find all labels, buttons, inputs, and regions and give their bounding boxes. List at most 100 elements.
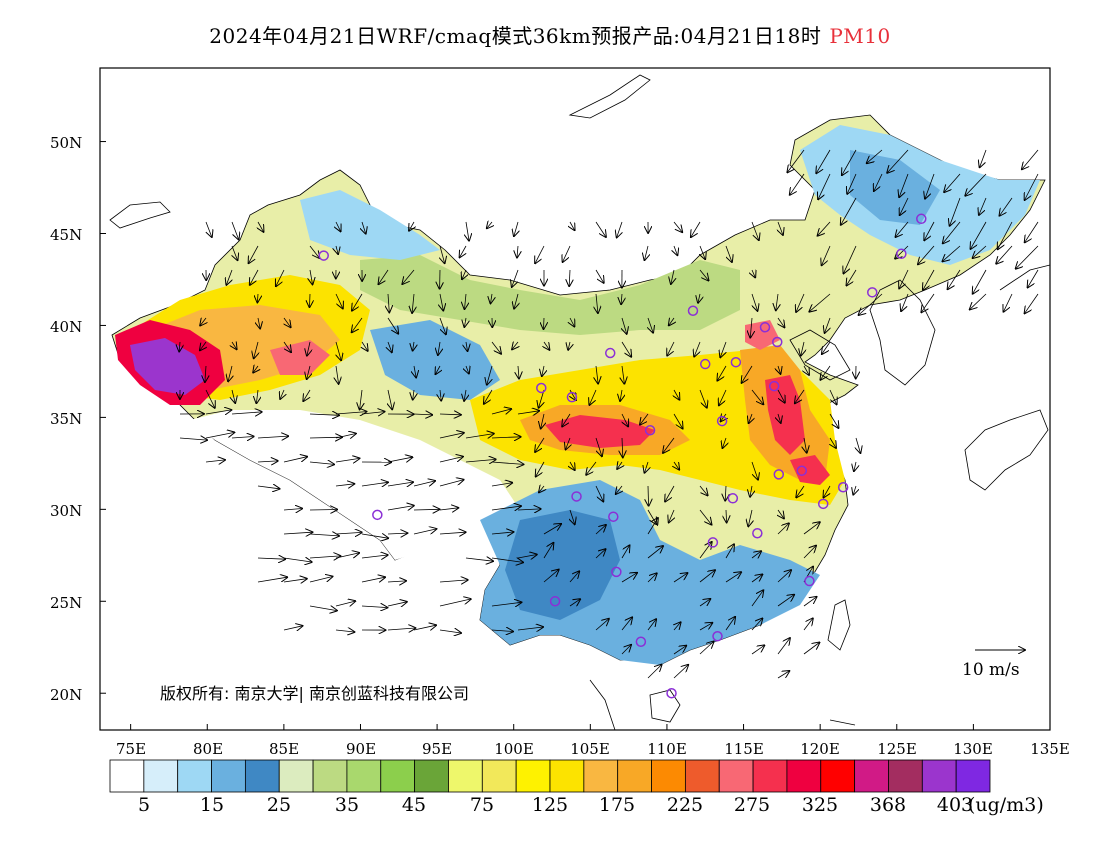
- wind-arrow: [517, 555, 537, 559]
- wind-arrow: [647, 665, 662, 679]
- wind-arrow: [645, 245, 649, 260]
- wind-arrow: [570, 389, 576, 400]
- wind-arrow: [751, 590, 763, 607]
- wind-arrow: [543, 524, 561, 535]
- wind-arrow: [491, 293, 493, 303]
- baikal-coast: [568, 74, 651, 119]
- wind-arrow: [491, 558, 523, 562]
- station-jinan: [768, 380, 780, 392]
- station-shenyang: [867, 287, 878, 298]
- wind-arrow: [874, 173, 883, 191]
- station-chengdu: [571, 491, 582, 502]
- wind-arrow: [621, 545, 630, 559]
- wind-arrow: [699, 485, 708, 495]
- wind-arrow: [387, 628, 415, 630]
- wind-arrow: [226, 269, 232, 285]
- wind-arrow: [336, 245, 338, 254]
- wind-arrow: [276, 269, 285, 286]
- colorbar-label: 35: [334, 794, 360, 816]
- wind-arrow: [200, 318, 206, 326]
- wind-arrow: [720, 341, 726, 357]
- wind-arrow: [645, 461, 649, 473]
- wind-arrow: [518, 365, 519, 379]
- wind-arrow: [748, 509, 752, 526]
- lon-label-125: 125E: [877, 740, 917, 758]
- wind-arrow: [570, 221, 575, 230]
- northeast-core: [850, 150, 940, 225]
- wind-arrow: [796, 485, 805, 497]
- wind-arrow: [205, 389, 215, 408]
- wind-arrow: [257, 577, 287, 583]
- station-xian: [644, 425, 656, 436]
- wind-arrow: [335, 434, 356, 439]
- lon-label-95: 95E: [421, 740, 453, 758]
- wind-arrow: [970, 293, 987, 309]
- wind-arrow: [257, 436, 288, 438]
- wind-arrow: [752, 270, 755, 277]
- wind-arrow: [352, 317, 363, 332]
- wind-arrow: [790, 173, 805, 195]
- wind-arrow: [1028, 269, 1039, 287]
- wind-arrow: [387, 482, 413, 486]
- wind-arrow: [980, 149, 987, 167]
- wind-arrow: [944, 173, 961, 192]
- wind-arrow: [621, 293, 622, 304]
- colorbar-swatch: [684, 759, 720, 793]
- wind-arrow: [352, 293, 363, 311]
- wind-arrow: [562, 413, 571, 426]
- wind-arrow: [514, 293, 518, 309]
- station-taiyuan: [699, 358, 711, 370]
- wind-arrow: [231, 437, 254, 439]
- wind-arrow: [751, 551, 761, 558]
- wind-arrow: [205, 432, 234, 439]
- wind-arrow: [829, 389, 837, 404]
- wind-arrow: [918, 245, 935, 264]
- wind-arrow: [673, 221, 682, 232]
- wind-arrow: [487, 365, 492, 385]
- station-markers: [318, 213, 927, 699]
- wind-arrow: [665, 485, 675, 502]
- wind-arrow: [673, 665, 688, 679]
- lon-label-130: 130E: [953, 740, 993, 758]
- wind-arrow: [231, 412, 262, 414]
- wind-arrow: [307, 365, 310, 379]
- station-nanchang: [752, 527, 763, 539]
- wind-arrow: [943, 221, 961, 243]
- lat-label-20: 20N: [50, 686, 83, 704]
- colorbar-swatch: [888, 759, 923, 793]
- wind-arrow: [822, 341, 831, 354]
- colorbar-swatch: [109, 759, 145, 793]
- wind-arrow: [543, 543, 553, 559]
- wind-arrow: [284, 317, 291, 327]
- wind-arrow: [491, 602, 521, 606]
- wind-arrow: [816, 149, 831, 173]
- wind-arrow: [717, 365, 727, 381]
- wind-arrow: [491, 409, 511, 414]
- wind-arrow: [674, 622, 681, 631]
- station-harbin: [916, 213, 927, 225]
- colorbar-unit: (ug/m3): [968, 794, 1044, 816]
- wind-arrow: [856, 437, 860, 453]
- lon-label-110: 110E: [647, 740, 687, 758]
- wind-arrow: [487, 222, 492, 228]
- wind-arrow: [596, 293, 598, 313]
- station-tianjin: [772, 336, 783, 348]
- lon-label-135: 135E: [1030, 740, 1070, 758]
- lat-label-30: 30N: [50, 502, 83, 520]
- colorbar-swatch: [786, 759, 822, 793]
- wind-arrow: [925, 173, 935, 199]
- colorbar-label: 368: [869, 794, 907, 816]
- wind-arrow: [595, 525, 606, 535]
- wind-arrow: [387, 602, 407, 606]
- wind-arrow: [310, 269, 313, 284]
- wind-arrow: [699, 642, 714, 655]
- taklamakan-core: [130, 338, 205, 395]
- wind-arrow: [621, 341, 631, 357]
- wind-arrow: [751, 461, 758, 480]
- lat-label-50: 50N: [50, 134, 83, 152]
- colorbar-swatch: [312, 759, 348, 793]
- wind-arrow: [439, 433, 464, 439]
- wind-arrow: [257, 558, 285, 559]
- wind-arrow: [462, 269, 466, 279]
- south-low-core: [505, 510, 620, 620]
